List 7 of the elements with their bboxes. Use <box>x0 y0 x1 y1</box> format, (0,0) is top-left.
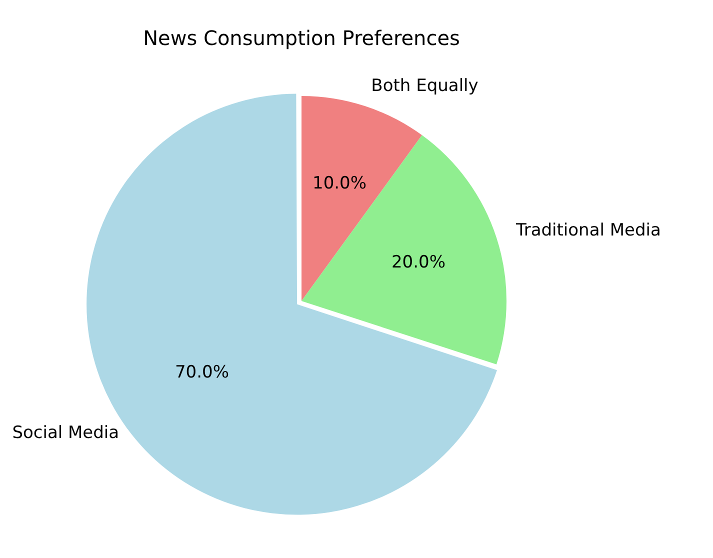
data-label: 20.0% <box>391 252 446 272</box>
data-label: 10.0% <box>312 173 367 194</box>
data-label: 70.0% <box>174 362 229 383</box>
slice-label: Both Equally <box>371 76 478 96</box>
slice-label: Social Media <box>12 422 120 443</box>
slice-label: Traditional Media <box>514 220 661 241</box>
chart-title: News Consumption Preferences <box>143 26 460 50</box>
